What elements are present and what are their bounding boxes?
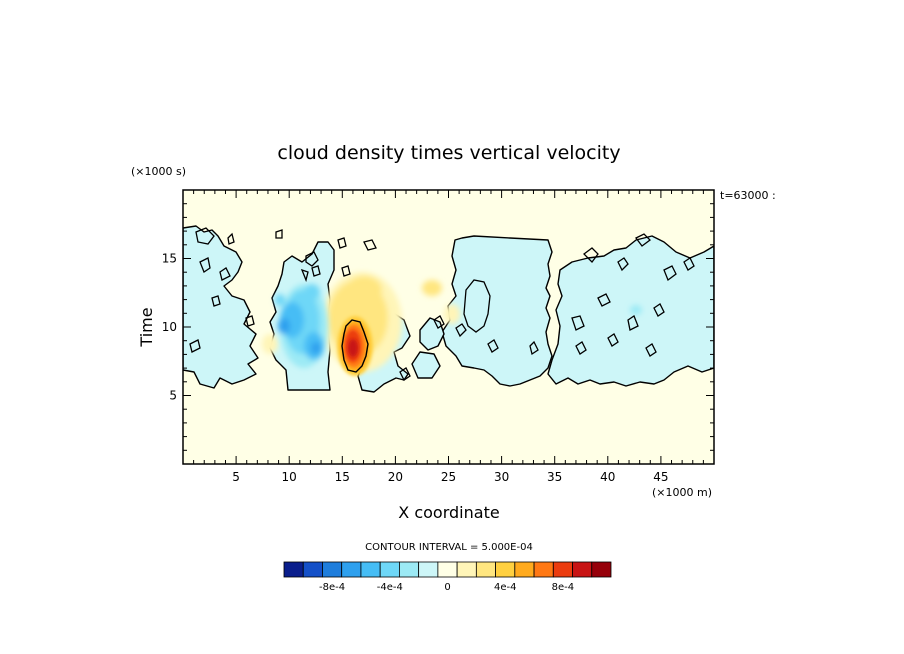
negative-region xyxy=(275,284,642,368)
x-tick-label: 30 xyxy=(494,470,509,484)
chart-title: cloud density times vertical velocity xyxy=(277,142,620,164)
colorbar-swatch xyxy=(341,561,362,578)
colorbar-swatch xyxy=(399,561,420,578)
time-note: t=63000 : xyxy=(720,189,776,202)
x-tick-labels: 5 10 15 20 25 30 35 40 45 xyxy=(232,470,668,484)
x-tick-label: 5 xyxy=(232,470,240,484)
colorbar-label: -4e-4 xyxy=(377,582,403,593)
colorbar-swatch xyxy=(475,561,496,578)
x-tick-label: 25 xyxy=(441,470,456,484)
colorbar-swatch xyxy=(283,561,304,578)
colorbar-label: 0 xyxy=(444,582,450,593)
x-tick-label: 45 xyxy=(653,470,668,484)
cloud-small-2 xyxy=(411,351,441,379)
colorbar-label: 8e-4 xyxy=(552,582,575,593)
y-tick-labels: 5 10 15 xyxy=(162,252,177,403)
colorbar-swatch xyxy=(418,561,439,578)
y-tick-label: 10 xyxy=(162,320,177,334)
colorbar-swatch xyxy=(456,561,477,578)
colorbar-label: 4e-4 xyxy=(494,582,517,593)
positive-core xyxy=(337,316,373,376)
colorbar-swatch xyxy=(552,561,573,578)
colorbar-swatch xyxy=(302,561,323,578)
positive-core-contour xyxy=(341,319,369,373)
x-tick-label: 15 xyxy=(335,470,350,484)
colorbar-swatch xyxy=(591,561,612,578)
axis-ticks xyxy=(182,189,715,465)
colorbar xyxy=(283,561,612,578)
y-tick-label: 15 xyxy=(162,252,177,266)
colorbar-swatch xyxy=(533,561,554,578)
colorbar-swatch xyxy=(514,561,535,578)
x-tick-label: 10 xyxy=(282,470,297,484)
small-contours xyxy=(189,227,695,381)
x-tick-label: 35 xyxy=(547,470,562,484)
cloud-small-1 xyxy=(419,317,445,351)
colorbar-swatch xyxy=(437,561,458,578)
y-tick-label: 5 xyxy=(169,389,177,403)
colorbar-swatch xyxy=(322,561,343,578)
x-axis-label: X coordinate xyxy=(398,503,499,522)
x-scale-note: (×1000 m) xyxy=(652,486,712,499)
x-tick-label: 40 xyxy=(600,470,615,484)
colorbar-swatch xyxy=(360,561,381,578)
colorbar-labels: -8e-4 -4e-4 0 4e-4 8e-4 xyxy=(319,582,574,593)
colorbar-label: -8e-4 xyxy=(319,582,345,593)
y-axis-label: Time xyxy=(137,307,156,347)
colorbar-swatch xyxy=(572,561,593,578)
contour-interval: CONTOUR INTERVAL = 5.000E-04 xyxy=(365,542,533,553)
plot-area xyxy=(183,190,714,464)
colorbar-swatch xyxy=(379,561,400,578)
y-scale-note: (×1000 s) xyxy=(131,165,186,178)
x-tick-label: 20 xyxy=(388,470,403,484)
colorbar-swatch xyxy=(495,561,516,578)
